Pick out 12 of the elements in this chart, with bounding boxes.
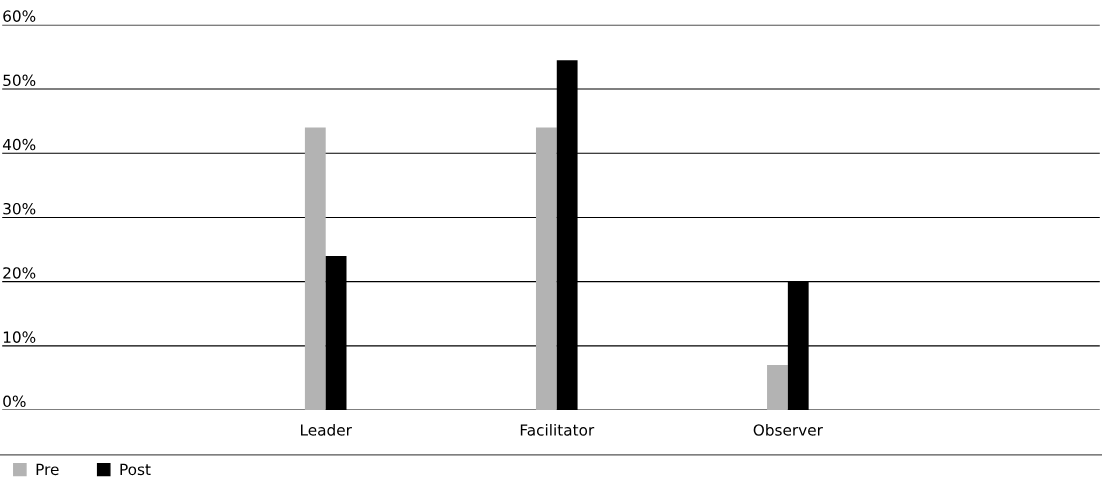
y-tick-label: 50% bbox=[3, 74, 36, 87]
legend-label: Post bbox=[120, 463, 151, 476]
y-tick-label: 40% bbox=[2, 138, 36, 151]
x-tick-label: Observer bbox=[753, 423, 823, 436]
x-tick-label: Leader bbox=[301, 423, 352, 436]
y-tick-label: 10% bbox=[3, 331, 36, 343]
x-tick-label: Facilitator bbox=[520, 423, 595, 436]
legend-label: Pre bbox=[36, 463, 59, 476]
y-tick-label: 0% bbox=[3, 395, 26, 408]
y-tick-label: 20% bbox=[3, 267, 36, 279]
y-tick-label: 60% bbox=[3, 10, 36, 22]
y-tick-label: 30% bbox=[3, 202, 36, 215]
